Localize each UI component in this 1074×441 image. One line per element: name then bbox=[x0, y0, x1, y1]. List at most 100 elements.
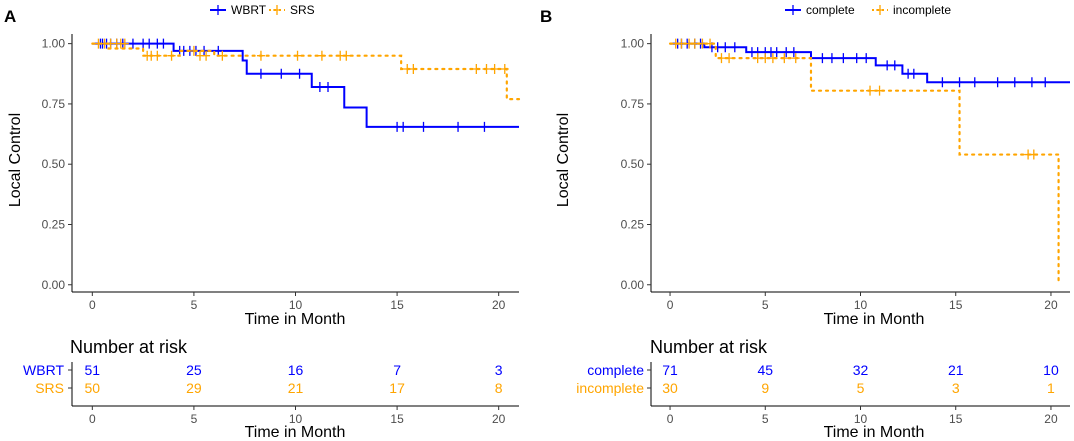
risk-count: 30 bbox=[662, 380, 678, 396]
censor-mark-wbrt bbox=[145, 38, 154, 49]
censor-mark-complete bbox=[772, 47, 781, 58]
censor-mark-srs bbox=[500, 63, 509, 74]
y-tick-label: 0.25 bbox=[42, 217, 66, 231]
legend-key-marker-wbrt bbox=[214, 5, 222, 15]
censor-mark-incomplete bbox=[725, 53, 734, 64]
censor-mark-wbrt bbox=[295, 68, 304, 79]
risk-count: 5 bbox=[857, 380, 865, 396]
legend-label-complete: complete bbox=[806, 3, 855, 17]
censor-mark-srs bbox=[490, 63, 499, 74]
censor-mark-srs bbox=[218, 50, 227, 61]
censor-mark-complete bbox=[839, 53, 848, 64]
risk-count: 7 bbox=[393, 362, 401, 378]
x-tick-label: 15 bbox=[949, 298, 963, 312]
risk-x-tick-label: 20 bbox=[1044, 412, 1058, 426]
censor-mark-incomplete bbox=[875, 85, 884, 96]
panel-a: 0.00 0.25 0.50 0.75 1.00 0 5 10 15 20 WBRT SRS 0 5 10 1… bbox=[23, 3, 521, 426]
y-tick-label: 0.25 bbox=[621, 217, 645, 231]
censor-mark-complete bbox=[1010, 77, 1019, 88]
censor-mark-srs bbox=[120, 38, 129, 49]
risk-count: 3 bbox=[495, 362, 503, 378]
y-tick-label: 0.75 bbox=[621, 97, 645, 111]
risk-row-name-complete: complete bbox=[587, 362, 644, 378]
legend-label-srs: SRS bbox=[290, 3, 315, 17]
censor-mark-complete bbox=[827, 53, 836, 64]
legend-key-marker-incomplete bbox=[876, 5, 884, 15]
x-tick-label: 5 bbox=[191, 298, 198, 312]
y-axis-title-a: Local Control bbox=[7, 113, 24, 207]
censor-mark-wbrt bbox=[214, 45, 223, 56]
censor-mark-srs bbox=[202, 50, 211, 61]
censor-mark-incomplete bbox=[717, 53, 726, 64]
censor-mark-complete bbox=[909, 68, 918, 79]
censor-mark-srs bbox=[189, 45, 198, 56]
risk-count: 25 bbox=[186, 362, 202, 378]
y-tick-label: 0.75 bbox=[42, 97, 66, 111]
risk-row-name-srs: SRS bbox=[35, 380, 64, 396]
censor-mark-wbrt bbox=[480, 121, 489, 132]
censor-mark-complete bbox=[955, 77, 964, 88]
x-tick-label: 15 bbox=[390, 298, 404, 312]
censor-mark-incomplete bbox=[1029, 149, 1038, 160]
y-tick-label: 0.00 bbox=[621, 278, 645, 292]
censor-mark-wbrt bbox=[324, 82, 333, 93]
censor-mark-wbrt bbox=[277, 68, 286, 79]
censor-mark-srs bbox=[256, 50, 265, 61]
x-tick-label: 10 bbox=[854, 298, 868, 312]
censor-mark-srs bbox=[342, 50, 351, 61]
x-axis-title-a: Time in Month bbox=[245, 311, 346, 328]
legend-key-marker-srs bbox=[273, 5, 281, 15]
x-tick-label: 5 bbox=[762, 298, 769, 312]
y-tick-label: 1.00 bbox=[42, 37, 66, 51]
censor-mark-incomplete bbox=[706, 38, 715, 49]
x-tick-label: 20 bbox=[492, 298, 506, 312]
censor-mark-complete bbox=[862, 53, 871, 64]
censor-mark-srs bbox=[167, 50, 176, 61]
censor-mark-complete bbox=[1041, 77, 1050, 88]
censor-mark-wbrt bbox=[315, 82, 324, 93]
censor-mark-srs bbox=[472, 63, 481, 74]
censor-mark-complete bbox=[782, 47, 791, 58]
censor-mark-wbrt bbox=[128, 38, 137, 49]
censor-mark-complete bbox=[970, 77, 979, 88]
censor-mark-srs bbox=[317, 50, 326, 61]
y-tick-label: 0.00 bbox=[42, 278, 66, 292]
censor-mark-incomplete bbox=[768, 53, 777, 64]
censor-mark-wbrt bbox=[454, 121, 463, 132]
censor-mark-complete bbox=[938, 77, 947, 88]
risk-x-tick-label: 20 bbox=[492, 412, 506, 426]
risk-count: 17 bbox=[389, 380, 405, 396]
risk-count: 3 bbox=[952, 380, 960, 396]
x-tick-label: 0 bbox=[667, 298, 674, 312]
risk-row-name-wbrt: WBRT bbox=[23, 362, 64, 378]
censor-mark-srs bbox=[153, 50, 162, 61]
risk-count: 8 bbox=[495, 380, 503, 396]
censor-mark-incomplete bbox=[753, 53, 762, 64]
censor-mark-incomplete bbox=[866, 85, 875, 96]
risk-title-a: Number at risk bbox=[70, 337, 188, 357]
censor-mark-complete bbox=[789, 47, 798, 58]
panel-label-a: A bbox=[4, 7, 16, 26]
risk-x-tick-label: 5 bbox=[762, 412, 769, 426]
risk-count: 16 bbox=[288, 362, 304, 378]
risk-count: 32 bbox=[853, 362, 869, 378]
risk-x-tick-label: 10 bbox=[289, 412, 303, 426]
censor-mark-complete bbox=[993, 77, 1002, 88]
censor-mark-incomplete bbox=[690, 38, 699, 49]
censor-mark-incomplete bbox=[791, 53, 800, 64]
censor-mark-complete bbox=[852, 53, 861, 64]
y-axis-title-b: Local Control bbox=[555, 113, 572, 207]
risk-count: 71 bbox=[662, 362, 678, 378]
censor-mark-wbrt bbox=[419, 121, 428, 132]
panel-label-b: B bbox=[540, 7, 552, 26]
risk-x-tick-label: 0 bbox=[89, 412, 96, 426]
risk-row-name-incomplete: incomplete bbox=[576, 380, 644, 396]
risk-count: 9 bbox=[761, 380, 769, 396]
risk-x-axis-title-b: Time in Month bbox=[824, 424, 925, 441]
risk-count: 51 bbox=[85, 362, 101, 378]
risk-x-tick-label: 10 bbox=[854, 412, 868, 426]
censor-mark-incomplete bbox=[677, 38, 686, 49]
risk-x-axis-title-a: Time in Month bbox=[245, 424, 346, 441]
censor-mark-wbrt bbox=[256, 68, 265, 79]
censor-mark-srs bbox=[482, 63, 491, 74]
